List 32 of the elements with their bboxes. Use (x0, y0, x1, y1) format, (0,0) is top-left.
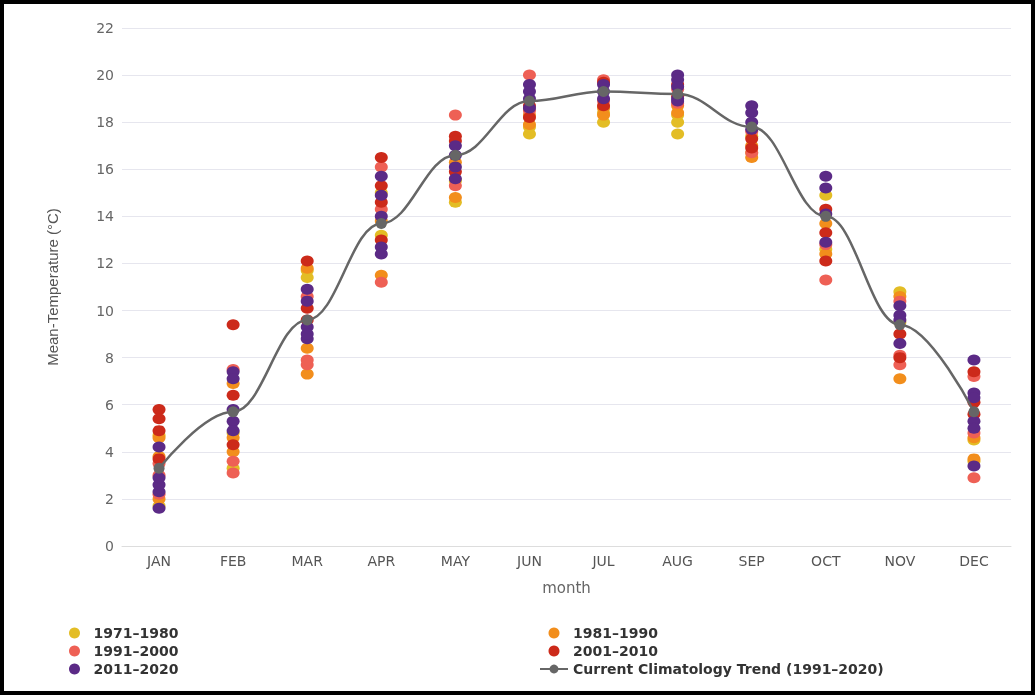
x-tick-label: SEP (738, 553, 765, 569)
x-tick-label: OCT (811, 553, 841, 569)
x-tick-label: JUL (591, 553, 615, 569)
y-tick-label: 8 (105, 349, 114, 366)
legend-label: 1991–2000 (93, 643, 179, 659)
y-axis-title: Mean-Temperature (°C) (44, 208, 61, 366)
legend-label: 1971–1980 (93, 625, 179, 641)
x-tick-label: JAN (146, 553, 172, 569)
y-tick-label: 18 (96, 114, 114, 131)
x-axis-title: month (542, 578, 591, 597)
y-tick-label: 0 (105, 538, 114, 554)
y-tick-label: 6 (105, 396, 115, 413)
x-tick-label: AUG (662, 553, 693, 569)
y-tick-label: 20 (96, 67, 114, 84)
y-tick-label: 12 (96, 255, 114, 272)
y-tick-label: 14 (96, 208, 115, 225)
legend-label: 1981–1990 (573, 625, 659, 641)
x-tick-label: NOV (884, 553, 916, 569)
y-tick-label: 4 (105, 443, 115, 460)
x-tick-label: FEB (219, 553, 247, 569)
x-tick-label: JUN (516, 553, 542, 569)
x-tick-label: MAY (440, 553, 471, 569)
legend-label: Current Climatology Trend (1991–2020) (573, 661, 884, 677)
legend-label: 2001–2010 (573, 643, 659, 659)
y-tick-label: 22 (96, 20, 114, 36)
x-tick-label: DEC (959, 553, 989, 569)
x-tick-label: APR (367, 553, 396, 569)
y-tick-label: 2 (105, 490, 114, 507)
x-tick-label: MAR (291, 553, 324, 569)
y-tick-label: 10 (96, 302, 114, 319)
y-tick-label: 16 (96, 161, 115, 178)
legend-label: 2011–2020 (93, 661, 179, 677)
